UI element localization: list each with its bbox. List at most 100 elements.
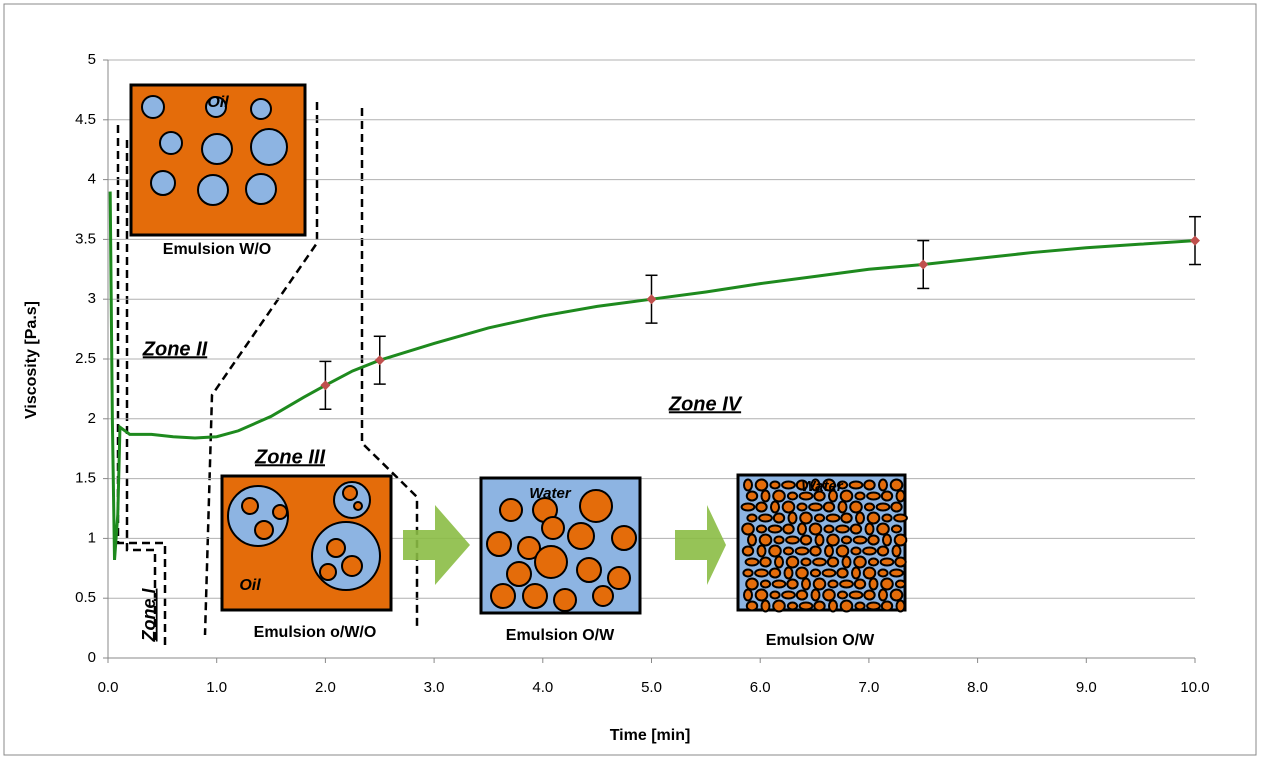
droplet xyxy=(245,173,277,205)
droplet xyxy=(862,566,877,580)
droplet xyxy=(880,577,894,591)
droplet xyxy=(522,583,548,609)
droplet xyxy=(836,590,849,600)
droplet xyxy=(774,555,784,569)
droplet xyxy=(553,588,577,612)
droplet xyxy=(851,566,861,580)
droplet xyxy=(785,555,800,569)
y-axis-label: Viscosity [Pa.s] xyxy=(23,301,40,419)
droplet xyxy=(823,524,835,534)
inset-label: Water xyxy=(529,485,572,502)
droplet xyxy=(852,535,868,545)
droplet xyxy=(579,489,613,523)
y-tick-label: 0 xyxy=(88,649,96,666)
droplet xyxy=(891,544,902,558)
droplet xyxy=(747,533,757,547)
droplet xyxy=(781,480,796,490)
droplet xyxy=(795,566,809,580)
zone-dividers xyxy=(116,102,419,645)
droplet xyxy=(250,98,272,120)
inset-label: Oil xyxy=(207,94,229,111)
droplet xyxy=(250,128,288,166)
droplet xyxy=(755,524,768,534)
droplet xyxy=(760,489,771,503)
droplet xyxy=(341,555,363,577)
droplet xyxy=(745,600,759,612)
zone-label: Zone I xyxy=(139,588,159,643)
droplet xyxy=(758,533,773,547)
droplet xyxy=(254,520,274,540)
droplet xyxy=(592,585,614,607)
droplet xyxy=(499,498,523,522)
droplet xyxy=(759,579,772,589)
droplet xyxy=(877,568,889,578)
droplet xyxy=(828,489,838,503)
data-point xyxy=(918,259,929,270)
droplet xyxy=(326,538,346,558)
droplet xyxy=(854,601,866,611)
droplet xyxy=(893,513,908,523)
droplet xyxy=(781,500,796,514)
droplet xyxy=(150,170,176,196)
droplet xyxy=(878,478,888,492)
y-tick-label: 4.5 xyxy=(75,111,96,128)
droplet xyxy=(854,491,866,501)
zone-label: Zone II xyxy=(142,338,208,360)
droplet xyxy=(798,491,814,501)
droplet xyxy=(866,511,881,525)
y-tick-label: 3.5 xyxy=(75,230,96,247)
droplet xyxy=(769,480,781,490)
data-point xyxy=(374,355,385,366)
droplet xyxy=(611,525,637,551)
droplet xyxy=(607,566,631,590)
x-tick-label: 10.0 xyxy=(1180,679,1209,696)
droplet xyxy=(890,524,903,534)
x-tick-label: 8.0 xyxy=(967,679,988,696)
inset-label: Emulsion W/O xyxy=(163,241,271,258)
droplet xyxy=(768,567,782,579)
droplet xyxy=(772,512,786,524)
y-tick-label: 1 xyxy=(88,529,96,546)
droplet xyxy=(342,485,358,501)
droplet xyxy=(813,600,826,612)
droplet xyxy=(850,546,862,556)
droplet xyxy=(742,568,754,578)
droplet xyxy=(769,590,781,600)
inset-label: Oil xyxy=(239,577,261,594)
droplet xyxy=(878,588,888,602)
droplet xyxy=(770,500,780,514)
droplet xyxy=(490,583,516,609)
droplet xyxy=(894,556,907,568)
droplet xyxy=(862,546,877,556)
droplet xyxy=(836,567,849,579)
droplet xyxy=(759,556,772,568)
droplet xyxy=(848,590,864,600)
droplet xyxy=(319,563,337,581)
droplet xyxy=(159,131,183,155)
droplet xyxy=(783,566,794,580)
droplet xyxy=(876,522,890,536)
droplet xyxy=(744,557,760,567)
y-tick-label: 2.5 xyxy=(75,350,96,367)
zone-label: Zone IV xyxy=(668,393,743,415)
droplet xyxy=(890,501,903,513)
x-tick-label: 3.0 xyxy=(424,679,445,696)
droplet xyxy=(785,535,800,545)
droplet xyxy=(879,557,895,567)
droplet xyxy=(840,535,853,545)
droplet xyxy=(864,522,875,536)
droplet xyxy=(197,174,229,206)
droplet xyxy=(745,490,759,502)
y-tick-label: 2 xyxy=(88,410,96,427)
droplet xyxy=(813,490,826,502)
droplet xyxy=(848,480,864,490)
droplet xyxy=(801,577,811,591)
y-tick-label: 5 xyxy=(88,51,96,68)
inset-label: Emulsion o/W/O xyxy=(254,624,377,641)
droplet xyxy=(746,513,758,523)
droplet xyxy=(822,588,836,602)
droplet xyxy=(205,96,227,118)
droplet xyxy=(786,491,799,501)
x-tick-label: 4.0 xyxy=(532,679,553,696)
x-tick-label: 7.0 xyxy=(858,679,879,696)
